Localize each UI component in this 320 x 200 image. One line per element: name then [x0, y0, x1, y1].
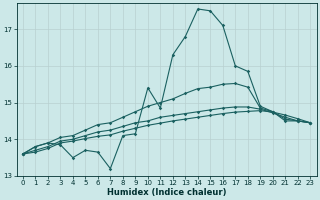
X-axis label: Humidex (Indice chaleur): Humidex (Indice chaleur) — [107, 188, 226, 197]
